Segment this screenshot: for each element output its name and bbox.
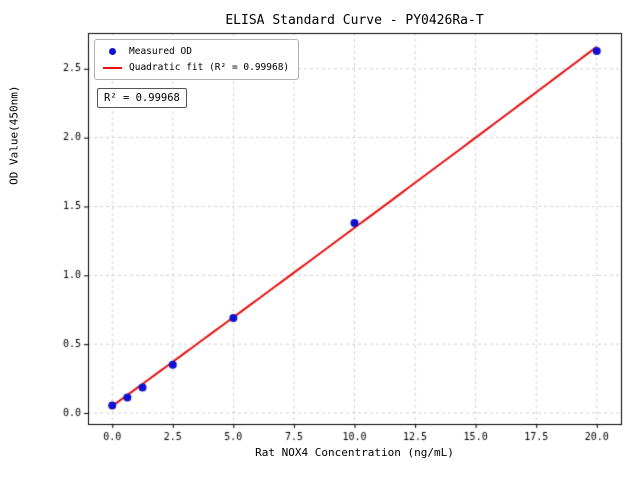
- legend-label-measured-od: Measured OD: [129, 46, 192, 57]
- legend: Measured OD Quadratic fit (R² = 0.99968): [94, 39, 300, 80]
- y-axis-label: OD Value(450nm): [7, 85, 21, 185]
- chart-title: ELISA Standard Curve - PY0426Ra-T: [225, 13, 484, 28]
- x-axis-label: Rat NOX4 Concentration (ng/mL): [255, 446, 454, 459]
- line-marker-icon: [103, 66, 122, 69]
- legend-label-quadratic-fit: Quadratic fit (R² = 0.99968): [129, 62, 290, 73]
- legend-item-quadratic-fit: Quadratic fit (R² = 0.99968): [103, 62, 289, 73]
- scatter-marker-icon: [109, 48, 116, 55]
- legend-item-measured-od: Measured OD: [103, 46, 289, 57]
- r-squared-annotation: R² = 0.99968: [97, 88, 187, 108]
